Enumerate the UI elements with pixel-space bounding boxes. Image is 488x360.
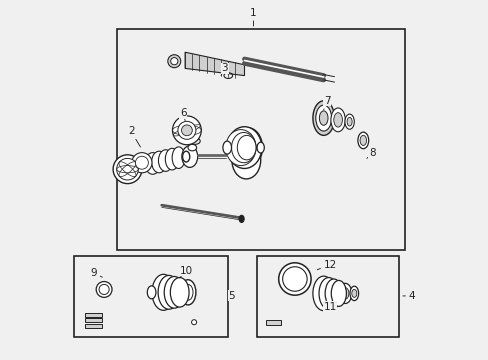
Ellipse shape [231, 132, 256, 163]
Ellipse shape [357, 132, 368, 149]
Ellipse shape [237, 135, 256, 160]
Circle shape [132, 153, 152, 173]
Text: 2: 2 [127, 126, 140, 147]
Ellipse shape [152, 274, 175, 310]
Ellipse shape [231, 141, 260, 179]
Ellipse shape [182, 151, 189, 162]
Ellipse shape [349, 286, 358, 301]
Ellipse shape [312, 276, 334, 311]
Text: 8: 8 [366, 148, 375, 158]
Bar [117, 29, 404, 250]
Ellipse shape [359, 135, 366, 145]
Ellipse shape [318, 278, 338, 309]
Ellipse shape [319, 111, 327, 125]
Ellipse shape [338, 283, 351, 303]
Ellipse shape [180, 280, 196, 305]
Ellipse shape [341, 288, 348, 299]
Text: 7: 7 [323, 96, 330, 110]
Circle shape [117, 158, 138, 180]
Ellipse shape [164, 276, 184, 308]
Circle shape [170, 58, 178, 65]
Bar [73, 256, 228, 337]
Ellipse shape [170, 278, 189, 307]
Text: 5: 5 [228, 291, 235, 301]
Bar [257, 256, 399, 337]
Bar [85, 324, 102, 328]
Text: 10: 10 [179, 266, 192, 278]
Ellipse shape [325, 279, 342, 308]
Ellipse shape [346, 117, 351, 126]
Text: 12: 12 [317, 260, 336, 270]
Ellipse shape [330, 280, 346, 306]
Circle shape [178, 121, 196, 139]
Text: 4: 4 [402, 291, 414, 301]
Ellipse shape [223, 141, 231, 154]
Circle shape [172, 116, 201, 145]
Text: 6: 6 [180, 108, 186, 121]
Ellipse shape [158, 150, 172, 171]
Text: 11: 11 [323, 302, 336, 312]
Circle shape [282, 267, 306, 291]
Text: 3: 3 [221, 63, 227, 76]
Ellipse shape [312, 101, 334, 135]
Ellipse shape [315, 105, 331, 131]
Bar [265, 320, 280, 325]
Circle shape [191, 320, 196, 325]
Ellipse shape [182, 146, 197, 167]
Ellipse shape [183, 284, 193, 300]
Text: 1: 1 [250, 8, 256, 26]
Ellipse shape [333, 113, 342, 127]
Circle shape [167, 55, 181, 68]
Ellipse shape [172, 147, 185, 168]
Bar [85, 318, 102, 322]
Ellipse shape [257, 142, 264, 153]
Ellipse shape [165, 148, 179, 170]
Circle shape [181, 125, 192, 136]
Text: 9: 9 [90, 268, 102, 278]
Polygon shape [185, 52, 244, 76]
Ellipse shape [239, 215, 244, 222]
Ellipse shape [233, 128, 262, 167]
Circle shape [96, 282, 112, 297]
Ellipse shape [158, 275, 179, 309]
Ellipse shape [227, 127, 261, 168]
Ellipse shape [225, 130, 256, 166]
Bar [85, 313, 102, 317]
Ellipse shape [187, 144, 196, 151]
Ellipse shape [344, 114, 354, 129]
Ellipse shape [151, 151, 166, 173]
Ellipse shape [147, 286, 156, 299]
Circle shape [278, 263, 310, 295]
Ellipse shape [330, 108, 345, 132]
Circle shape [113, 155, 142, 184]
Ellipse shape [351, 289, 356, 297]
Circle shape [99, 284, 109, 294]
Circle shape [135, 156, 148, 169]
Ellipse shape [144, 153, 160, 174]
